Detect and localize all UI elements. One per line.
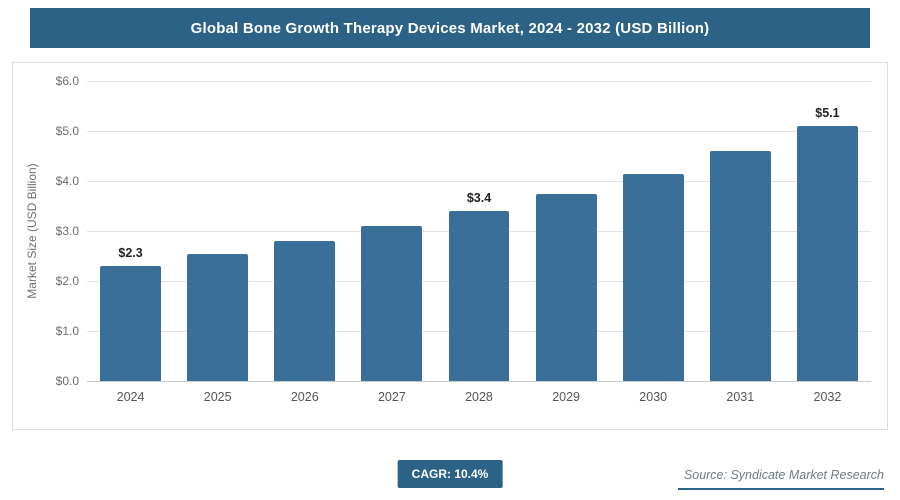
gridline	[87, 131, 871, 132]
bar-2030	[622, 173, 684, 381]
bar-column-2031	[697, 81, 784, 381]
bar-2029	[535, 193, 597, 381]
bar-value-label: $5.1	[815, 106, 840, 120]
bar-2032	[796, 126, 858, 381]
y-tick-label: $4.0	[55, 174, 79, 188]
plot-region: $6.0 $5.0 $4.0 $3.0 $2.0 $1.0 $0.0 $2.3 $3.4 $5.…	[43, 74, 871, 419]
cagr-badge: CAGR: 10.4%	[397, 460, 503, 488]
chart-title-banner: Global Bone Growth Therapy Devices Marke…	[30, 8, 870, 48]
y-tick-label: $2.0	[55, 274, 79, 288]
bar-column-2030	[610, 81, 697, 381]
x-tick-label-2025: 2025	[203, 390, 232, 404]
bar-column-2028: $3.4	[435, 81, 522, 381]
bar-column-2032: $5.1	[784, 81, 871, 381]
y-axis-tick-labels: $6.0 $5.0 $4.0 $3.0 $2.0 $1.0 $0.0	[43, 74, 87, 388]
x-tick-label-2028: 2028	[465, 390, 493, 404]
x-axis-tick-labels: 2024 2025 2026 2027 2028 2029 2030 2031 2032	[43, 390, 871, 404]
y-axis-title: Market Size (USD Billion)	[25, 163, 39, 299]
x-tick-label-2029: 2029	[552, 390, 580, 404]
bar-column-2025	[174, 81, 261, 381]
x-tick-label-2027: 2027	[377, 390, 406, 404]
x-tick-label-2026: 2026	[290, 390, 319, 404]
bar-column-2024: $2.3	[87, 81, 174, 381]
y-tick-label: $0.0	[55, 374, 79, 388]
bar-2027	[361, 226, 423, 381]
y-tick-label: $1.0	[55, 324, 79, 338]
gridline	[87, 181, 871, 182]
chart-footer: CAGR: 10.4% Source: Syndicate Market Res…	[0, 456, 900, 500]
gridline	[87, 81, 871, 82]
y-tick-label: $5.0	[55, 124, 79, 138]
y-axis-title-column: Market Size (USD Billion)	[21, 81, 43, 419]
bar-series: $2.3 $3.4 $5.1	[87, 81, 871, 381]
x-tick-label-2031: 2031	[726, 390, 755, 404]
bar-value-label: $2.3	[118, 246, 143, 260]
x-axis-line	[87, 381, 871, 382]
bar-value-label: $3.4	[466, 191, 492, 205]
bar-column-2029	[523, 81, 610, 381]
bar-2025	[187, 253, 249, 381]
bar-2031	[709, 151, 771, 381]
y-tick-label: $6.0	[55, 74, 79, 88]
chart-card: Market Size (USD Billion) $6.0 $5.0 $4.0 $3…	[12, 62, 888, 430]
chart-title: Global Bone Growth Therapy Devices Marke…	[190, 19, 710, 37]
page: Global Bone Growth Therapy Devices Marke…	[0, 8, 900, 500]
bar-column-2027	[348, 81, 435, 381]
x-tick-label-2024: 2024	[116, 390, 145, 404]
bar-2028	[448, 211, 510, 381]
source-attribution: Source: Syndicate Market Research	[677, 468, 884, 490]
bar-2024	[100, 266, 162, 381]
bar-2026	[274, 241, 336, 381]
bar-column-2026	[261, 81, 348, 381]
x-tick-label-2030: 2030	[639, 390, 668, 404]
y-tick-label: $3.0	[55, 224, 79, 238]
x-tick-label-2032: 2032	[813, 390, 842, 404]
plot-area: $2.3 $3.4 $5.1	[87, 81, 871, 382]
